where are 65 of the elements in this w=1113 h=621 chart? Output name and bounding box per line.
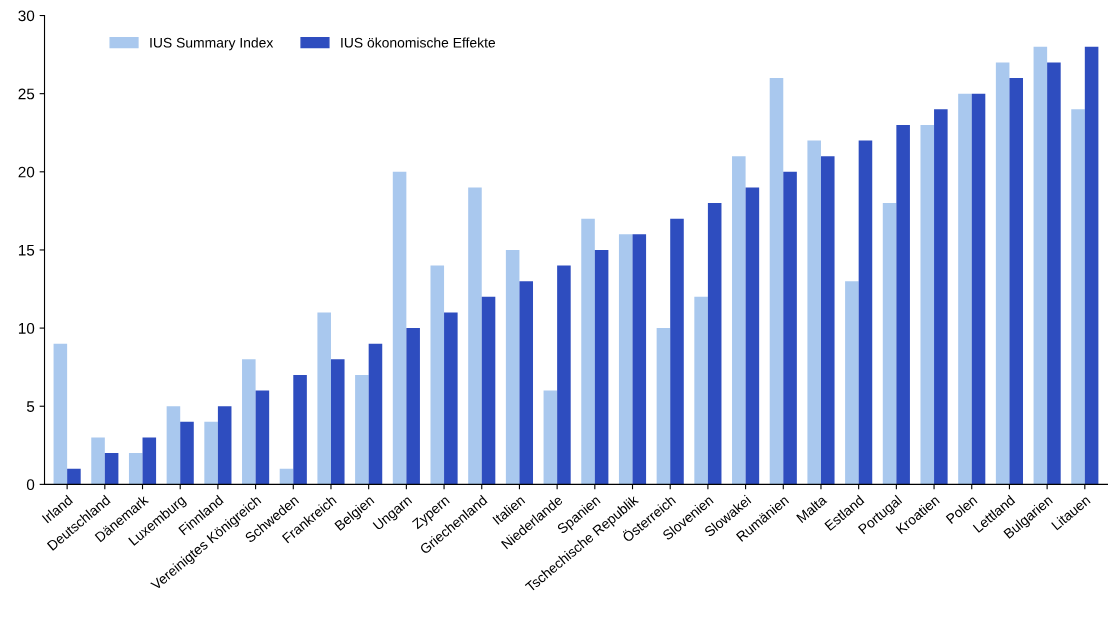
bar [745,187,760,485]
bar [995,62,1010,485]
bar [1071,109,1085,485]
bar [783,171,797,485]
bar [255,390,270,485]
bar [581,218,595,485]
bar [330,359,345,485]
bar [204,421,218,485]
bar [128,453,143,485]
bar [1047,62,1061,485]
legend-label: IUS ökonomische Effekte [341,37,496,48]
y-tick-label: 5 [26,401,35,412]
bar [368,343,383,485]
y-tick-label: 0 [26,479,35,491]
bar [53,343,68,485]
bar [807,140,821,485]
bar [481,296,496,485]
bar [1033,46,1048,485]
bar [920,124,935,485]
bar [279,468,294,485]
bar [1009,78,1023,485]
y-tick-label: 15 [18,244,35,256]
bar [656,328,671,485]
bar [858,140,873,485]
bar [896,124,910,485]
bar [958,93,972,485]
bar [142,437,157,485]
bar [166,406,181,485]
bar [505,249,520,485]
bar [392,171,407,485]
bar [519,281,534,485]
bar [355,374,369,485]
y-tick-label: 20 [18,166,35,178]
bar [971,93,986,485]
bar [707,203,722,485]
bar [882,203,897,485]
bar [557,265,571,485]
bar [632,234,647,485]
bar [769,78,784,485]
bar [430,265,445,485]
bar [694,296,708,485]
bar [317,312,331,485]
bar [1084,46,1099,485]
bar [543,390,558,485]
bar [845,281,859,485]
bar [67,468,81,485]
y-tick-label: 10 [18,322,35,334]
legend-label: IUS Summary Index [150,37,274,51]
bar [444,312,458,485]
bar [468,187,482,485]
bar [934,109,948,485]
y-tick-label: 25 [18,88,35,100]
bar [293,374,307,485]
bar [732,156,746,485]
bar [670,218,684,485]
bar [91,437,105,485]
bar [180,421,194,485]
bar [217,406,232,485]
bar [104,453,119,485]
y-tick-label: 30 [18,10,35,22]
bar [242,359,256,485]
bar [406,328,420,485]
bar [618,234,633,485]
bar [594,249,609,485]
bar [820,156,835,485]
